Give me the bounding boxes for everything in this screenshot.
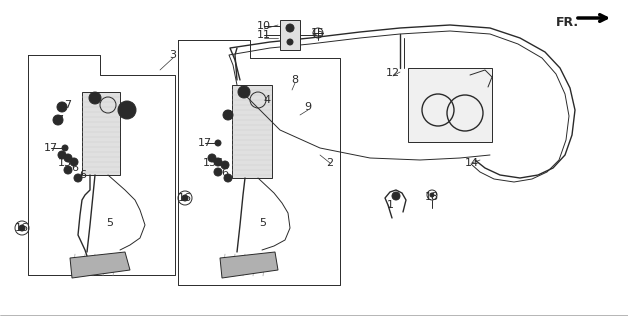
- Circle shape: [214, 158, 222, 166]
- Circle shape: [287, 39, 293, 45]
- Circle shape: [286, 24, 294, 32]
- Circle shape: [89, 92, 101, 104]
- Text: 5: 5: [107, 218, 114, 228]
- Circle shape: [392, 192, 400, 200]
- Circle shape: [430, 193, 434, 197]
- Text: 3: 3: [170, 50, 176, 60]
- Text: 18: 18: [425, 192, 439, 202]
- Circle shape: [238, 86, 250, 98]
- Text: 17: 17: [198, 138, 212, 148]
- Text: 7: 7: [57, 115, 63, 125]
- Text: FR.: FR.: [555, 15, 578, 28]
- Text: 2: 2: [327, 158, 333, 168]
- Text: 13: 13: [58, 158, 72, 168]
- Text: 1: 1: [386, 200, 394, 210]
- Circle shape: [214, 168, 222, 176]
- Circle shape: [223, 110, 233, 120]
- Text: 4: 4: [263, 95, 271, 105]
- Bar: [408, 68, 492, 142]
- Text: 12: 12: [386, 68, 400, 78]
- Text: 5: 5: [259, 218, 266, 228]
- Circle shape: [53, 115, 63, 125]
- Circle shape: [58, 151, 66, 159]
- Bar: [280, 20, 300, 50]
- Text: 4: 4: [126, 105, 134, 115]
- Text: 11: 11: [257, 30, 271, 40]
- Circle shape: [224, 174, 232, 182]
- Circle shape: [64, 166, 72, 174]
- Text: 9: 9: [305, 102, 311, 112]
- Polygon shape: [220, 252, 278, 278]
- Circle shape: [221, 161, 229, 169]
- Text: 17: 17: [44, 143, 58, 153]
- Circle shape: [57, 102, 67, 112]
- Text: 16: 16: [15, 223, 29, 233]
- Polygon shape: [70, 252, 130, 278]
- Circle shape: [74, 174, 82, 182]
- Bar: [232, 85, 272, 178]
- Circle shape: [118, 101, 136, 119]
- Text: 6: 6: [222, 168, 229, 178]
- Circle shape: [70, 158, 78, 166]
- Circle shape: [215, 140, 221, 146]
- Text: 10: 10: [257, 21, 271, 31]
- Bar: [82, 92, 120, 175]
- Text: 16: 16: [178, 193, 192, 203]
- Circle shape: [62, 145, 68, 151]
- Text: 7: 7: [65, 100, 72, 110]
- Circle shape: [64, 154, 72, 162]
- Text: 7: 7: [224, 110, 232, 120]
- Text: 6: 6: [72, 163, 78, 173]
- Text: 14: 14: [465, 158, 479, 168]
- Text: 15: 15: [311, 28, 325, 38]
- Circle shape: [182, 195, 188, 201]
- Circle shape: [19, 225, 25, 231]
- Circle shape: [208, 154, 216, 162]
- Text: 6: 6: [215, 158, 222, 168]
- Text: 13: 13: [203, 158, 217, 168]
- Text: 6: 6: [80, 170, 87, 180]
- Text: 8: 8: [291, 75, 298, 85]
